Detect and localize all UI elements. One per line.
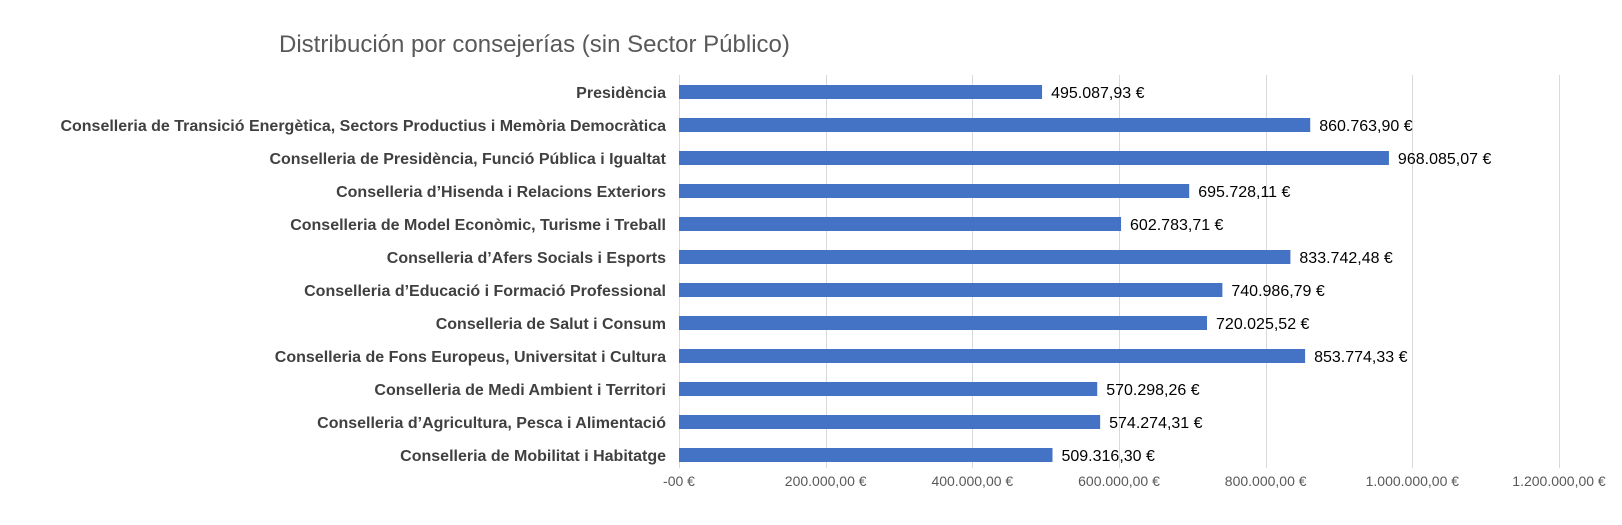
- bar: [679, 184, 1190, 198]
- data-label: 720.025,52 €: [1216, 316, 1310, 333]
- x-tick-label: -00 €: [663, 473, 695, 489]
- category-label: Conselleria de Transició Energètica, Sec…: [60, 118, 666, 135]
- x-tick-label: 1.000.000,00 €: [1366, 473, 1460, 489]
- data-label: 695.728,11 €: [1198, 184, 1290, 201]
- category-label: Conselleria d’Educació i Formació Profes…: [304, 283, 666, 300]
- category-label: Conselleria de Fons Europeus, Universita…: [275, 349, 666, 366]
- data-label: 833.742,48 €: [1299, 250, 1393, 267]
- bar: [679, 217, 1122, 231]
- x-axis-tick-labels: -00 € 200.000,00 € 400.000,00 € 600.000,00 …: [663, 473, 1606, 489]
- data-label: 509.316,30 €: [1061, 448, 1155, 465]
- category-label: Conselleria de Model Econòmic, Turisme i…: [290, 217, 666, 234]
- bar: [679, 283, 1223, 297]
- data-label: 570.298,26 €: [1106, 382, 1200, 399]
- category-labels: Presidència Conselleria de Transició Ener…: [60, 85, 666, 465]
- data-labels: 495.087,93 € 860.763,90 € 968.085,07 € 695.…: [1051, 85, 1491, 465]
- bar: [679, 382, 1098, 396]
- x-tick-label: 400.000,00 €: [931, 473, 1013, 489]
- data-label: 574.274,31 €: [1109, 415, 1203, 432]
- bar: [679, 250, 1291, 264]
- category-label: Conselleria de Salut i Consum: [436, 316, 666, 333]
- x-tick-label: 800.000,00 €: [1225, 473, 1307, 489]
- x-tick-label: 1.200.000,00 €: [1512, 473, 1606, 489]
- category-label: Presidència: [576, 85, 666, 102]
- bar: [679, 85, 1043, 99]
- bar: [679, 151, 1389, 165]
- bar: [679, 415, 1101, 429]
- bar: [679, 118, 1311, 132]
- data-label: 853.774,33 €: [1314, 349, 1408, 366]
- category-label: Conselleria de Mobilitat i Habitatge: [400, 448, 666, 465]
- category-label: Conselleria d’Hisenda i Relacions Exteri…: [336, 184, 666, 201]
- bar: [679, 349, 1306, 363]
- data-label: 495.087,93 €: [1051, 85, 1145, 102]
- bars: [679, 85, 1389, 462]
- chart-title: Distribución por consejerías (sin Sector…: [279, 31, 790, 58]
- x-tick-label: 200.000,00 €: [785, 473, 867, 489]
- data-label: 740.986,79 €: [1231, 283, 1325, 300]
- category-label: Conselleria d’Afers Socials i Esports: [387, 250, 666, 267]
- bar: [679, 316, 1208, 330]
- gridlines: [679, 75, 1560, 468]
- data-label: 968.085,07 €: [1398, 151, 1492, 168]
- category-label: Conselleria d’Agricultura, Pesca i Alime…: [317, 415, 666, 432]
- data-label: 860.763,90 €: [1319, 118, 1413, 135]
- bar: [679, 448, 1053, 462]
- category-label: Conselleria de Medi Ambient i Territori: [374, 382, 666, 399]
- data-label: 602.783,71 €: [1130, 217, 1224, 234]
- category-label: Conselleria de Presidència, Funció Públi…: [269, 151, 666, 168]
- x-tick-label: 600.000,00 €: [1078, 473, 1160, 489]
